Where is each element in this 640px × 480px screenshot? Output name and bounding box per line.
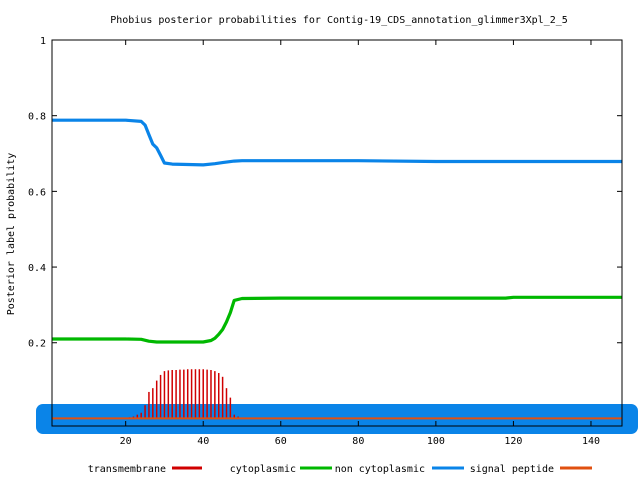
legend-label: signal peptide <box>470 464 554 475</box>
legend-label: non cytoplasmic <box>335 464 425 475</box>
legend: transmembrane cytoplasmic non cytoplasmic s… <box>88 464 592 475</box>
y-tick-label: 0.4 <box>28 263 46 274</box>
x-tick-label: 20 <box>120 436 132 447</box>
non-cytoplasmic-line <box>52 118 622 167</box>
plot-frame <box>51 39 623 427</box>
x-tick-label: 140 <box>582 436 600 447</box>
legend-label: cytoplasmic <box>230 464 296 475</box>
legend-label: transmembrane <box>88 464 166 475</box>
transmembrane-impulses <box>128 369 243 419</box>
axis-ticks: 20 40 60 80 100 120 140 0.2 0.4 0.6 0.8 1 <box>28 36 622 447</box>
x-tick-label: 120 <box>504 436 522 447</box>
y-tick-label: 0.6 <box>28 187 46 198</box>
x-tick-label: 40 <box>197 436 209 447</box>
cytoplasmic-line <box>52 295 622 344</box>
x-tick-label: 60 <box>275 436 287 447</box>
chart-title: Phobius posterior probabilities for Cont… <box>110 15 568 26</box>
x-tick-label: 80 <box>352 436 364 447</box>
x-tick-label: 100 <box>427 436 445 447</box>
y-tick-label: 0.2 <box>28 339 46 350</box>
y-axis-label: Posterior label probability <box>6 153 17 316</box>
series-lines <box>52 118 622 420</box>
y-tick-label: 0.8 <box>28 112 46 123</box>
y-tick-label: 1 <box>40 36 46 47</box>
